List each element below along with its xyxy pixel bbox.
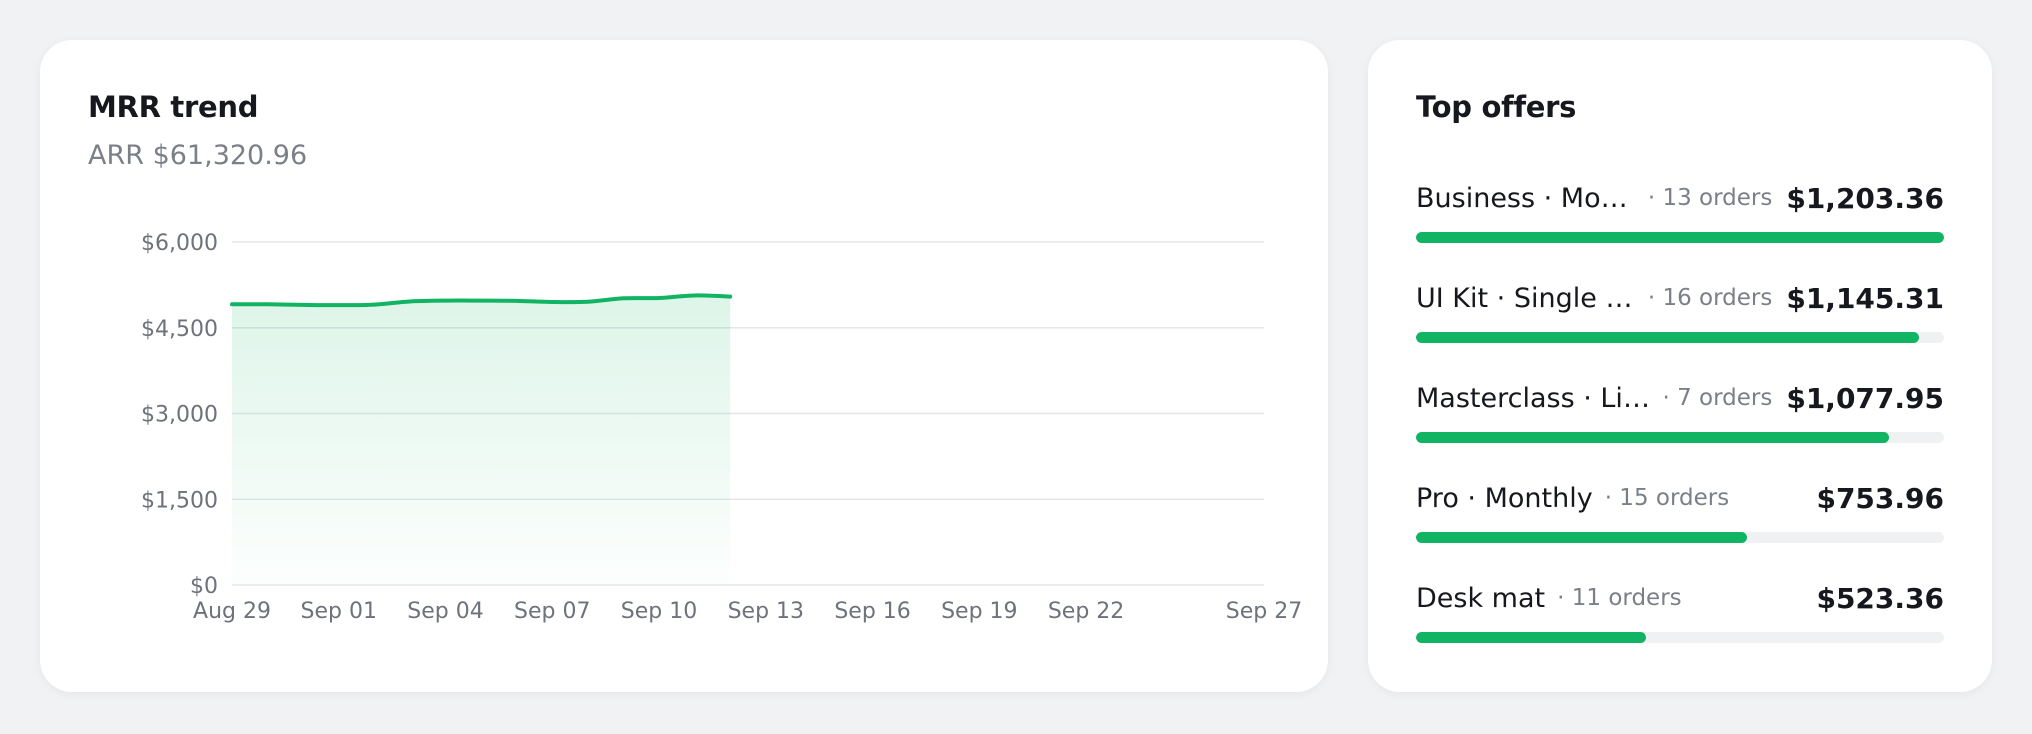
data-point: [550, 300, 554, 304]
x-tick-label: Sep 27: [1226, 599, 1302, 624]
x-tick-label: Sep 01: [301, 599, 377, 624]
data-point: [408, 299, 412, 303]
arr-subtitle: ARR $61,320.96: [88, 140, 308, 171]
y-tick-label: $3,000: [141, 403, 218, 428]
data-point: [479, 299, 483, 303]
y-tick-label: $6,000: [141, 231, 218, 256]
data-point: [266, 302, 270, 306]
offer-item[interactable]: Masterclass · Life... · 7 orders $1,077.…: [1416, 378, 1944, 458]
offer-value: $753.96: [1816, 481, 1944, 515]
offer-progress-fill: [1416, 332, 1919, 343]
offer-progress-fill: [1416, 532, 1748, 543]
offer-progress-track: [1416, 432, 1944, 443]
data-point: [657, 296, 661, 300]
offer-value: $1,145.31: [1786, 281, 1944, 315]
data-point: [372, 303, 376, 307]
x-tick-label: Sep 22: [1048, 599, 1124, 624]
data-point: [693, 293, 697, 297]
data-point: [586, 300, 590, 304]
offer-name: UI Kit · Single lic...: [1416, 282, 1636, 314]
offer-name: Masterclass · Life...: [1416, 382, 1651, 414]
offer-progress-track: [1416, 532, 1944, 543]
data-point: [337, 303, 341, 307]
series-area: [232, 295, 731, 585]
offer-orders: · 7 orders: [1662, 385, 1773, 411]
data-point: [621, 296, 625, 300]
offer-progress-fill: [1416, 232, 1944, 243]
x-tick-label: Aug 29: [193, 599, 271, 624]
x-tick-label: Sep 07: [514, 599, 590, 624]
series-line: [230, 293, 733, 308]
top-offers-card: Top offers Business · Mont... · 13 order…: [1368, 40, 1992, 692]
x-tick-label: Sep 16: [834, 599, 910, 624]
mrr-chart: $0 $1,500 $3,000 $4,500 $6,000 Aug 29 Sep 01 S…: [141, 231, 1302, 624]
offer-progress-fill: [1416, 432, 1890, 443]
data-point: [444, 299, 448, 303]
offer-progress-track: [1416, 332, 1944, 343]
offer-orders: · 13 orders: [1647, 185, 1773, 211]
data-point: [230, 302, 234, 306]
offer-item[interactable]: Pro · Monthly · 15 orders $753.96: [1416, 478, 1944, 558]
offer-progress-track: [1416, 632, 1944, 643]
offer-value: $1,077.95: [1786, 381, 1944, 415]
data-point: [515, 299, 519, 303]
offer-orders: · 11 orders: [1557, 585, 1682, 611]
offer-item[interactable]: Business · Mont... · 13 orders $1,203.36: [1416, 178, 1944, 258]
x-tick-label: Sep 04: [407, 599, 483, 624]
offer-value: $1,203.36: [1786, 181, 1944, 215]
x-tick-label: Sep 13: [728, 599, 804, 624]
offer-name: Pro · Monthly: [1416, 482, 1593, 514]
x-tick-label: Sep 10: [621, 599, 697, 624]
data-point: [728, 295, 732, 299]
data-point: [301, 303, 305, 307]
y-tick-label: $4,500: [141, 317, 218, 342]
offer-item[interactable]: UI Kit · Single lic... · 16 orders $1,14…: [1416, 278, 1944, 358]
mrr-trend-card: MRR trend ARR $61,320.96 $0 $1,500 $3,000 $…: [40, 40, 1328, 692]
offers-card-title: Top offers: [1416, 90, 1577, 124]
offer-name: Desk mat: [1416, 582, 1546, 614]
x-tick-label: Sep 19: [941, 599, 1017, 624]
offer-progress-track: [1416, 232, 1944, 243]
offer-value: $523.36: [1816, 581, 1944, 615]
offer-item[interactable]: Desk mat · 11 orders $523.36: [1416, 578, 1944, 658]
y-tick-label: $0: [190, 574, 218, 599]
y-tick-label: $1,500: [141, 488, 218, 513]
mrr-card-title: MRR trend: [88, 90, 259, 124]
offer-name: Business · Mont...: [1416, 182, 1636, 214]
offer-progress-fill: [1416, 632, 1646, 643]
offer-orders: · 15 orders: [1604, 485, 1730, 511]
offer-orders: · 16 orders: [1647, 285, 1773, 311]
